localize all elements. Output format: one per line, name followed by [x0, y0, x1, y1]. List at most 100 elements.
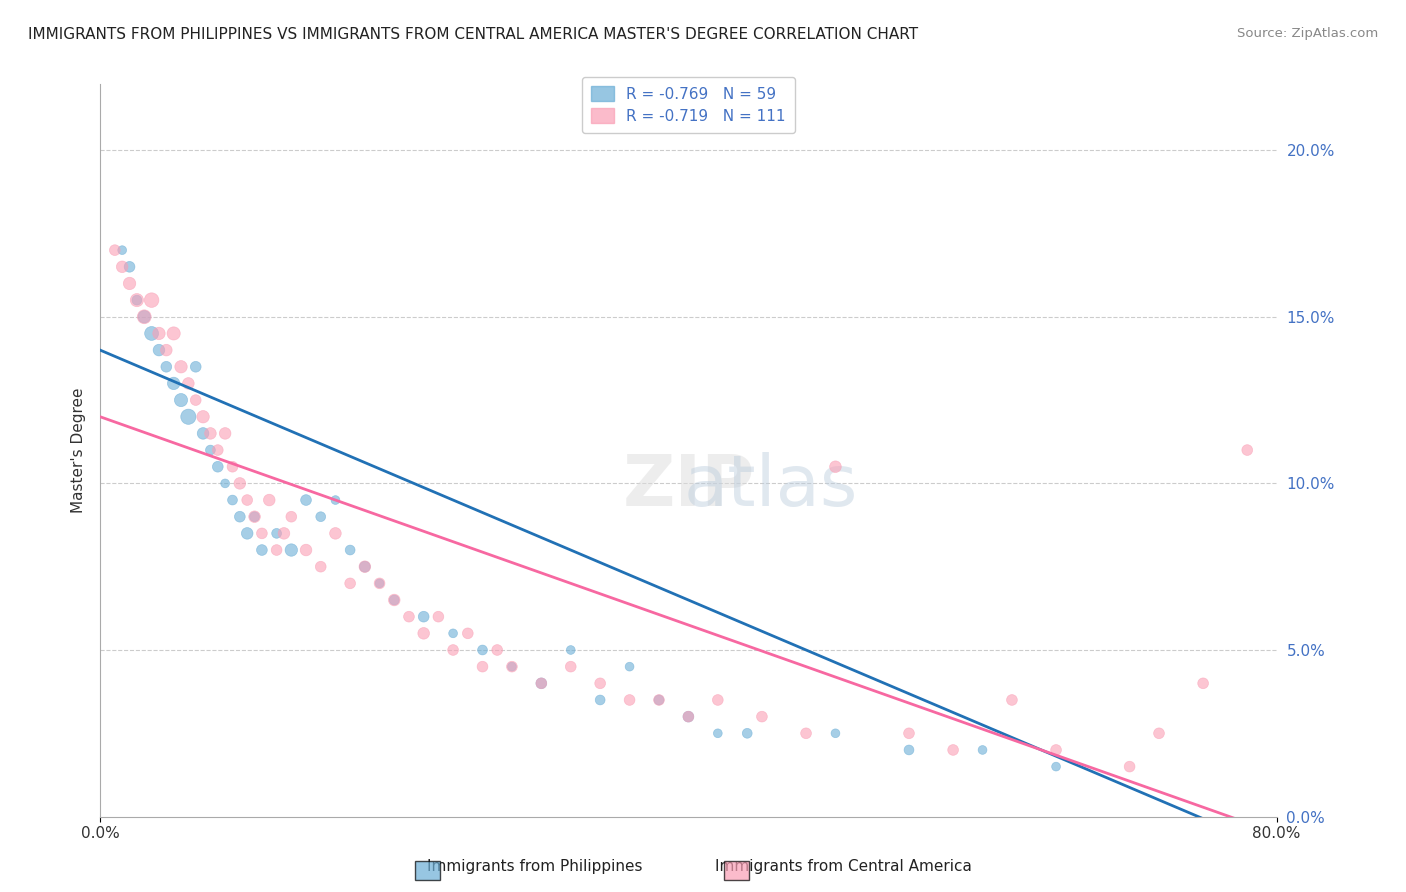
Point [382, 593, 405, 607]
Point [325, 493, 347, 508]
Point [589, 676, 612, 690]
Point [163, 376, 186, 391]
Point [412, 609, 434, 624]
Point [530, 676, 553, 690]
Point [560, 659, 582, 673]
Point [339, 576, 361, 591]
Point [412, 626, 434, 640]
Point [398, 609, 420, 624]
Point [243, 509, 266, 524]
Point [353, 559, 375, 574]
Point [486, 643, 509, 657]
Point [266, 543, 288, 558]
Point [118, 260, 141, 274]
Point [648, 693, 671, 707]
Point [309, 509, 332, 524]
Point [1001, 693, 1024, 707]
Point [794, 726, 817, 740]
Point [191, 409, 214, 424]
Point [441, 626, 464, 640]
Point [457, 626, 479, 640]
Point [471, 659, 494, 673]
Point [309, 559, 332, 574]
Point [229, 509, 252, 524]
Point [295, 493, 318, 508]
Point [236, 526, 259, 541]
Point [678, 709, 700, 723]
Point [619, 659, 641, 673]
Point [214, 426, 236, 441]
Point [155, 359, 177, 374]
Point [368, 576, 391, 591]
Point [250, 526, 273, 541]
Point [824, 726, 846, 740]
Point [104, 243, 127, 257]
Point [1236, 443, 1258, 458]
Point [678, 709, 700, 723]
Point [250, 543, 273, 558]
Point [163, 326, 186, 341]
Point [111, 243, 134, 257]
Point [280, 543, 302, 558]
Point [751, 709, 773, 723]
Point [530, 676, 553, 690]
Point [134, 310, 156, 324]
Point [353, 559, 375, 574]
Point [648, 693, 671, 707]
Point [735, 726, 758, 740]
Point [184, 393, 207, 408]
Point [501, 659, 523, 673]
Point [177, 376, 200, 391]
Point [214, 476, 236, 491]
Point [236, 493, 259, 508]
Point [898, 726, 921, 740]
Point [1192, 676, 1215, 690]
Point [441, 643, 464, 657]
Point [1045, 759, 1067, 773]
Point [589, 693, 612, 707]
Point [273, 526, 295, 541]
Point [111, 260, 134, 274]
Point [325, 526, 347, 541]
Point [339, 543, 361, 558]
Point [295, 543, 318, 558]
Point [118, 277, 141, 291]
Point [824, 459, 846, 474]
Point [972, 743, 994, 757]
Point [125, 293, 148, 307]
Point [191, 426, 214, 441]
Point [266, 526, 288, 541]
Point [170, 359, 193, 374]
Point [707, 726, 730, 740]
Point [280, 509, 302, 524]
Text: Source: ZipAtlas.com: Source: ZipAtlas.com [1237, 27, 1378, 40]
Point [221, 493, 243, 508]
Point [148, 326, 170, 341]
Point [125, 293, 148, 307]
Point [1118, 759, 1140, 773]
Point [200, 426, 222, 441]
Point [155, 343, 177, 357]
Point [229, 476, 252, 491]
Point [1147, 726, 1170, 740]
Y-axis label: Master's Degree: Master's Degree [72, 387, 86, 513]
Point [1045, 743, 1067, 757]
Point [221, 459, 243, 474]
Text: ZIP: ZIP [623, 452, 755, 521]
Text: Immigrants from Central America: Immigrants from Central America [716, 859, 972, 874]
Point [942, 743, 965, 757]
Point [259, 493, 281, 508]
Point [382, 593, 405, 607]
Point [427, 609, 450, 624]
Point [501, 659, 523, 673]
Text: atlas: atlas [683, 452, 858, 521]
Point [560, 643, 582, 657]
Point [184, 359, 207, 374]
Point [141, 293, 163, 307]
Point [368, 576, 391, 591]
Point [898, 743, 921, 757]
Point [243, 509, 266, 524]
Point [707, 693, 730, 707]
Point [619, 693, 641, 707]
Text: Immigrants from Philippines: Immigrants from Philippines [426, 859, 643, 874]
